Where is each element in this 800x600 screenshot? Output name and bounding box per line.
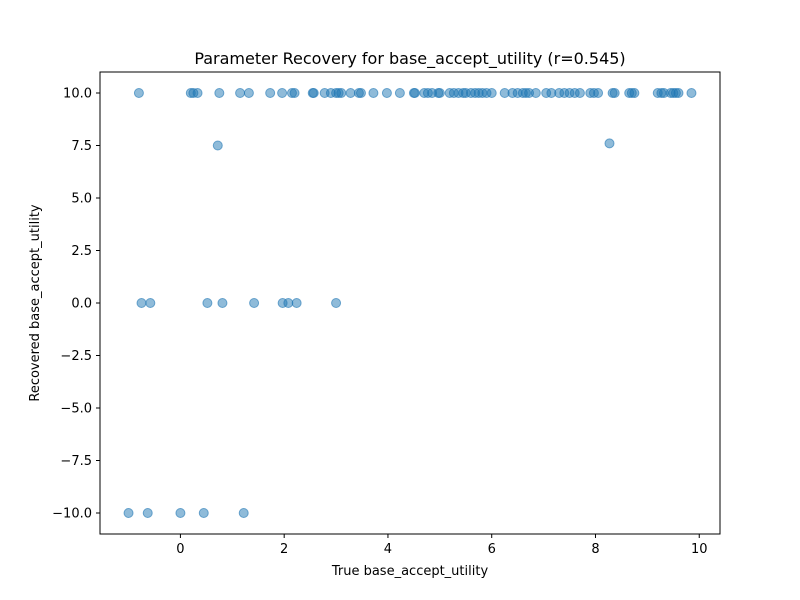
chart-title: Parameter Recovery for base_accept_utili… [194,49,625,69]
data-point [283,298,294,308]
y-tick-label: −10.0 [52,507,92,522]
data-point [136,298,147,308]
data-point [192,88,203,98]
data-point [145,298,156,308]
data-point [202,298,213,308]
x-tick-label: 6 [488,542,496,557]
y-tick-label: 0.0 [71,297,92,312]
x-tick-label: 2 [280,542,288,557]
data-point [486,88,497,98]
data-point [198,508,209,518]
data-point [175,508,186,518]
y-tick-label: 2.5 [71,244,92,259]
data-point [238,508,249,518]
data-point [381,88,392,98]
x-axis-label: True base_accept_utility [331,564,489,579]
y-tick-label: −5.0 [60,402,92,417]
y-axis-ticks: −10.0 −7.5 −5.0 −2.5 0.0 2.5 5.0 7.5 10.0 [52,87,100,522]
data-point [394,88,405,98]
y-tick-label: −2.5 [60,349,92,364]
x-tick-label: 10 [691,542,708,557]
y-tick-label: 7.5 [71,139,92,154]
data-point [434,88,445,98]
x-tick-label: 4 [384,542,392,557]
data-point [629,88,640,98]
data-point [308,88,319,98]
x-tick-label: 8 [591,542,599,557]
data-point [291,298,302,308]
data-point [686,88,697,98]
data-point [212,140,223,151]
data-point [142,508,153,518]
data-point [593,88,604,98]
x-tick-label: 0 [176,542,184,557]
data-point [368,88,379,98]
data-point [345,88,356,98]
data-point [409,88,420,98]
data-point [289,88,300,98]
data-point [277,88,288,98]
y-tick-label: 10.0 [63,87,92,102]
data-point [530,88,541,98]
data-point [609,88,620,98]
data-point [249,298,260,308]
data-point [355,88,366,98]
data-point [604,138,615,149]
y-axis-label: Recovered base_accept_utility [28,204,43,402]
y-tick-label: 5.0 [71,192,92,207]
data-point [217,298,228,308]
y-tick-label: −7.5 [60,454,92,469]
data-point [336,88,347,98]
data-point [673,88,684,98]
data-point [331,298,342,308]
data-point [243,88,254,98]
x-axis-ticks: 0 2 4 6 8 10 [176,534,708,557]
data-point [574,88,585,98]
data-point [123,508,134,518]
data-point [265,88,276,98]
data-point [214,88,225,98]
data-point [133,88,144,98]
data-point [235,88,246,98]
data-points [123,88,697,518]
